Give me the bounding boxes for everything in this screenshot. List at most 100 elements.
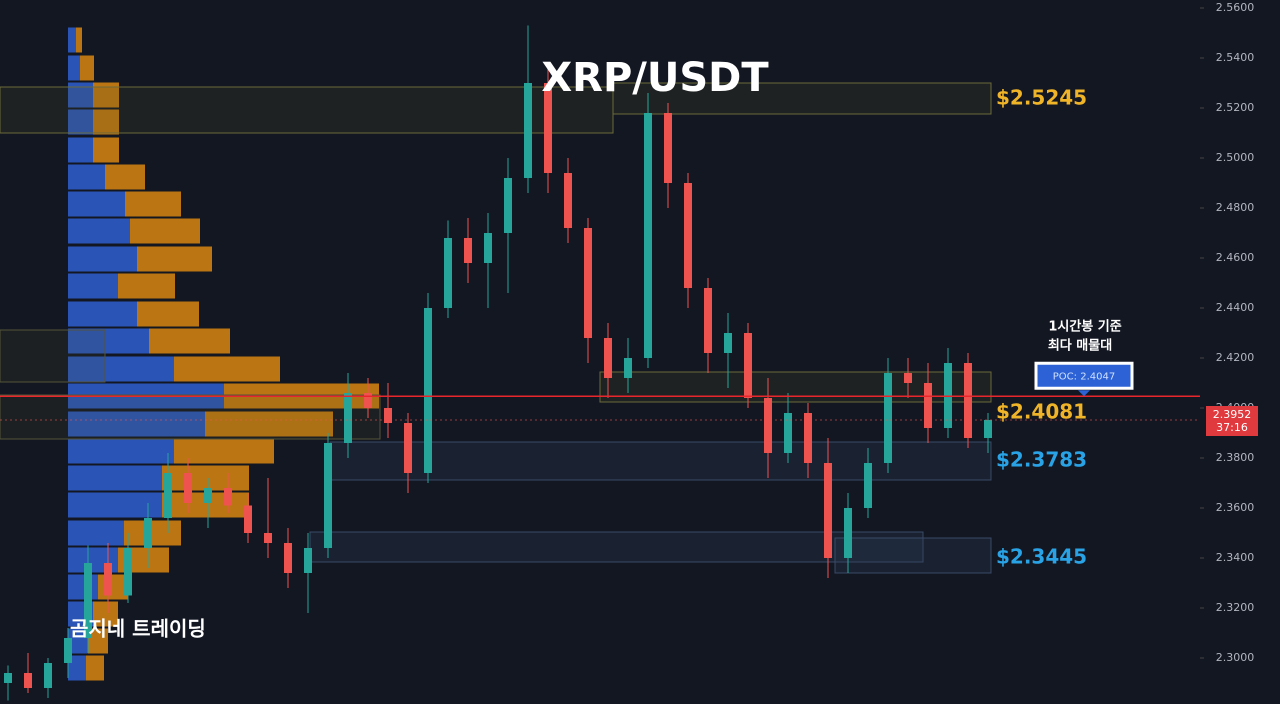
buy-volume [68,109,93,135]
candle-body [904,373,912,383]
candle-body [344,393,352,443]
zone [612,82,992,115]
candle-body [264,533,272,543]
buy-volume [68,520,124,546]
candle-body [164,473,172,518]
buy-volume [68,328,149,354]
candle-body [924,383,932,428]
candle-body [84,563,92,638]
candle-body [24,673,32,688]
sell-volume [149,328,230,354]
sell-volume [137,246,212,272]
sell-volume [118,273,175,299]
buy-volume [68,655,86,681]
sell-volume [137,301,199,327]
y-tick-label: 2.4600 [1216,251,1255,264]
candle-body [524,83,532,178]
y-tick-label: 2.4400 [1216,301,1255,314]
poc-pointer [1078,390,1090,397]
zone [599,371,992,403]
sell-volume [86,655,104,681]
buy-volume [68,465,162,491]
candle-body [284,543,292,573]
level-label: $2.3445 [996,545,1087,569]
sell-volume [88,628,108,654]
zone [309,531,924,563]
candle-body [504,178,512,233]
axis-background [1200,0,1280,704]
candle-body [704,288,712,353]
buy-volume [68,191,125,217]
price-axis: 2.30002.32002.34002.36002.38002.40002.42… [1200,0,1280,704]
candle-body [664,113,672,183]
candle-body [884,373,892,463]
candle-body [544,83,552,173]
candle-body [824,463,832,558]
candle-body [444,238,452,308]
chart-title: XRP/USDT [541,55,769,101]
sell-volume [98,574,128,600]
sell-volume [76,27,82,53]
sell-volume [174,438,274,464]
annotation: 최다 매물대 [1048,338,1112,354]
candle-body [604,338,612,378]
candle-body [64,638,72,663]
y-tick-label: 2.3000 [1216,651,1255,664]
candle-body [684,183,692,288]
buy-volume [68,574,98,600]
sell-volume [105,164,145,190]
candles [4,25,992,701]
candle-body [584,228,592,338]
candle-body [224,488,232,506]
candle-body [244,505,252,533]
sell-volume [130,218,200,244]
candle-body [724,333,732,353]
candle-body [144,518,152,548]
sell-volume [93,601,118,627]
candle-body [564,173,572,228]
candle-body [984,420,992,438]
sell-volume [162,465,249,491]
candle-body [304,548,312,573]
buy-volume [68,137,93,163]
level-label: $2.5245 [996,86,1087,110]
candle-body [464,238,472,263]
zone [329,441,992,481]
candle-body [424,308,432,473]
candle-body [404,423,412,473]
buy-volume [68,27,76,53]
sell-volume [80,55,94,81]
buy-volume [68,301,137,327]
buy-volume [68,492,162,518]
y-tick-label: 2.3400 [1216,551,1255,564]
buy-volume [68,218,130,244]
y-tick-label: 2.4200 [1216,351,1255,364]
candle-body [844,508,852,558]
buy-volume [68,411,205,437]
watermark: 곰지네 트레이딩 [70,617,206,641]
candle-body [484,233,492,263]
buy-volume [68,273,118,299]
candle-body [384,408,392,423]
candle-body [184,473,192,503]
candle-body [784,413,792,453]
candle-body [44,663,52,688]
countdown: 37:16 [1216,421,1248,434]
candle-body [104,563,112,596]
candle-body [204,488,212,503]
sell-volume [93,137,119,163]
y-tick-label: 2.3600 [1216,501,1255,514]
candle-body [804,413,812,463]
sell-volume [125,191,181,217]
price-tag [1206,406,1258,436]
y-tick-label: 2.3200 [1216,601,1255,614]
y-tick-label: 2.4800 [1216,201,1255,214]
zone [834,537,992,574]
sell-volume [205,411,333,437]
buy-volume [68,164,105,190]
candle-body [364,393,372,408]
candle-body [324,443,332,548]
buy-volume [68,438,174,464]
